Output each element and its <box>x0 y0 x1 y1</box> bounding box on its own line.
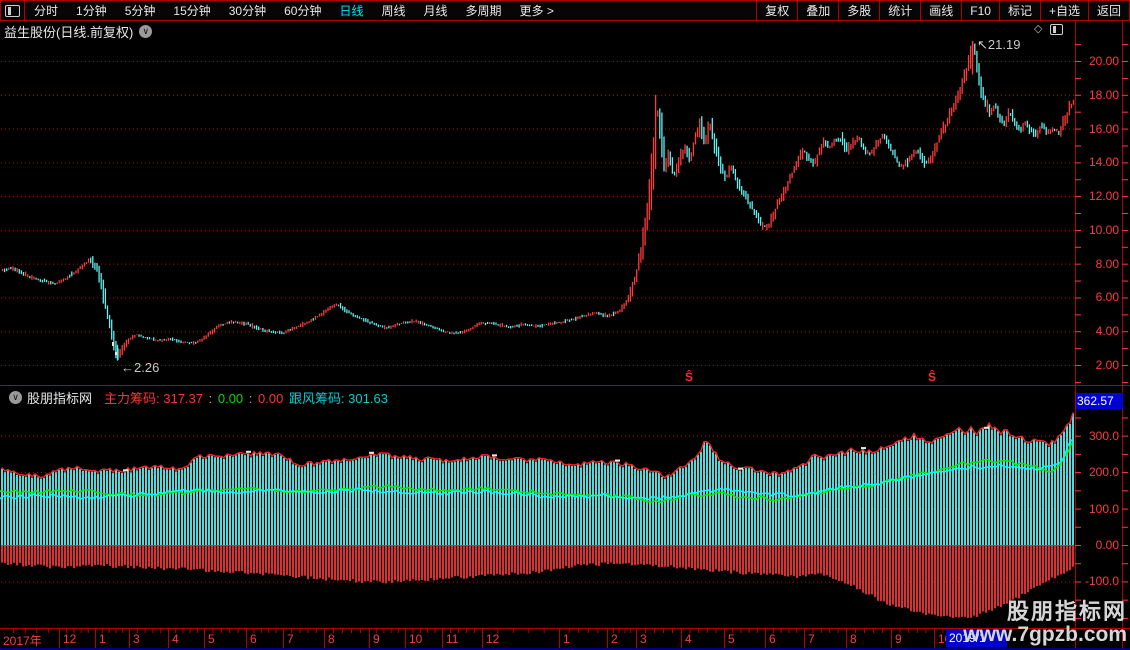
menu-item-period-2[interactable]: 5分钟 <box>124 4 156 18</box>
menu-item-action-3[interactable]: 统计 <box>879 1 920 20</box>
stock-title: 益生股份(日线.前复权) <box>4 25 134 40</box>
menu-item-action-7[interactable]: +自选 <box>1039 1 1088 20</box>
price-axis-label: 14.00 <box>1088 155 1119 170</box>
time-axis-label: 1 <box>563 632 570 646</box>
end-date-badge: 2019/1 <box>946 630 1007 647</box>
time-axis-label: 4 <box>685 632 692 646</box>
time-axis-label: 6 <box>250 632 257 646</box>
high-price-annotation: ↖21.19 <box>977 37 1021 52</box>
time-axis-label: 8 <box>850 632 857 646</box>
low-price-annotation: ←2.26 <box>121 360 160 375</box>
menu-item-period-1[interactable]: 1分钟 <box>76 4 107 18</box>
time-axis-label: 1 <box>99 632 106 646</box>
chart-title-row: 益生股份(日线.前复权) ∨ <box>4 22 153 41</box>
menu-item-period-3[interactable]: 15分钟 <box>173 4 211 18</box>
time-axis-label: 9 <box>895 632 902 646</box>
menu-item-action-1[interactable]: 叠加 <box>797 1 838 20</box>
watermark: 股朋指标网 www.7gpzb.com <box>963 599 1127 646</box>
time-axis-year-label: 2017年 <box>3 634 42 648</box>
sell-marker: Ŝ <box>685 370 694 384</box>
menu-item-action-2[interactable]: 多股 <box>838 1 879 20</box>
indicator-axis-label: 0.00 <box>1095 538 1119 552</box>
menu-item-action-5[interactable]: F10 <box>961 1 999 20</box>
panel-layout-icon[interactable] <box>1050 24 1064 35</box>
chart-corner-icons: ◇ <box>1034 23 1064 35</box>
time-axis-label: 9 <box>373 632 380 646</box>
top-menu-bar: 分时 1分钟 5分钟 15分钟 30分钟 60分钟 日线 周线 月线 多周期 更多 > 复权 叠加 多股… <box>0 0 1130 21</box>
indicator-value-0: 主力筹码: 317.37 <box>104 391 204 406</box>
sell-marker: Ŝ <box>928 370 937 384</box>
time-axis-label: 11 <box>446 632 459 646</box>
indicator-source-label: 股朋指标网 <box>27 391 93 406</box>
indicator-axis-label: -100.0 <box>1084 574 1119 589</box>
time-axis-label: 8 <box>328 632 335 646</box>
gap-day-dot <box>115 352 117 355</box>
indicator-values: 主力筹码: 317.37 : 0.00 : 0.00 跟风筹码: 301.63 <box>92 388 388 407</box>
menu-item-period-6[interactable]: 日线 <box>339 4 364 18</box>
watermark-url: www.7gpzb.com <box>963 622 1127 646</box>
indicator-axis-label: 200.0 <box>1088 465 1119 480</box>
indicator-axis-label: 300.0 <box>1088 428 1119 443</box>
price-axis-label: 20.00 <box>1088 54 1119 68</box>
time-axis-label: 6 <box>769 632 776 646</box>
period-menu: 分时 1分钟 5分钟 15分钟 30分钟 60分钟 日线 周线 月线 多周期 更多 > <box>25 1 563 20</box>
indicator-max-badge: 362.57 <box>1076 393 1123 409</box>
menu-item-period-10[interactable]: 更多 > <box>519 4 554 18</box>
indicator-value-3: : <box>245 391 257 406</box>
chevron-down-icon[interactable]: ∨ <box>139 25 153 38</box>
time-axis-label: 5 <box>728 632 735 646</box>
indicator-value-2: 0.00 <box>217 391 244 406</box>
time-axis-label: 4 <box>172 632 179 646</box>
menu-item-period-0[interactable]: 分时 <box>34 4 59 18</box>
price-axis-label: 2.00 <box>1095 358 1119 372</box>
menu-item-period-7[interactable]: 周线 <box>381 4 406 18</box>
price-axis-label: 10.00 <box>1088 222 1119 237</box>
menu-item-period-4[interactable]: 30分钟 <box>228 4 267 18</box>
chevron-down-icon[interactable]: ∨ <box>9 391 22 404</box>
price-axis-label: 4.00 <box>1095 324 1119 339</box>
watermark-name: 股朋指标网 <box>1006 599 1127 624</box>
gap-day-dot <box>112 342 114 346</box>
time-axis-label: 12 <box>486 632 500 646</box>
price-axis-label: 12.00 <box>1088 189 1119 204</box>
menu-item-action-4[interactable]: 画线 <box>920 1 961 20</box>
time-axis-label: 7 <box>287 632 294 646</box>
time-axis-label: 3 <box>133 632 140 646</box>
indicator-header: ∨ 股朋指标网 主力筹码: 317.37 : 0.00 : 0.00 跟风筹码:… <box>3 388 388 407</box>
indicator-axis-label: 100.0 <box>1088 501 1119 516</box>
bottom-strip <box>0 648 1130 650</box>
window-layout-button[interactable] <box>1 1 25 20</box>
arrow-left-icon: ← <box>121 360 134 375</box>
indicator-value-5: 跟风筹码: 301.63 <box>285 391 388 406</box>
time-axis-label: 2 <box>611 632 618 646</box>
menu-item-period-5[interactable]: 60分钟 <box>284 4 322 18</box>
menu-item-action-6[interactable]: 标记 <box>998 1 1040 20</box>
time-axis-label: 7 <box>808 632 815 646</box>
menu-item-period-8[interactable]: 月线 <box>423 4 448 18</box>
menu-item-action-0[interactable]: 复权 <box>756 1 797 20</box>
indicator-value-4: 0.00 <box>258 391 284 406</box>
action-menu: 复权 叠加 多股 统计 画线 F10 标记 +自选 返回 <box>756 1 1129 20</box>
diamond-marker-icon[interactable]: ◇ <box>1034 23 1043 35</box>
indicator-value-1: : <box>205 391 216 406</box>
menu-item-period-9[interactable]: 多周期 <box>465 4 502 18</box>
price-axis-label: 18.00 <box>1088 87 1119 102</box>
price-axis-label: 8.00 <box>1095 256 1119 271</box>
time-axis-label: 10 <box>409 632 423 646</box>
menu-item-action-8[interactable]: 返回 <box>1087 1 1129 20</box>
window-layout-icon <box>5 4 20 17</box>
time-axis-label: 3 <box>640 632 647 646</box>
time-axis-label: 12 <box>63 632 77 646</box>
arrow-up-left-icon: ↖ <box>977 37 988 52</box>
price-axis-label: 6.00 <box>1095 290 1119 305</box>
time-axis-label: 5 <box>208 632 215 646</box>
price-axis-label: 16.00 <box>1088 121 1119 136</box>
